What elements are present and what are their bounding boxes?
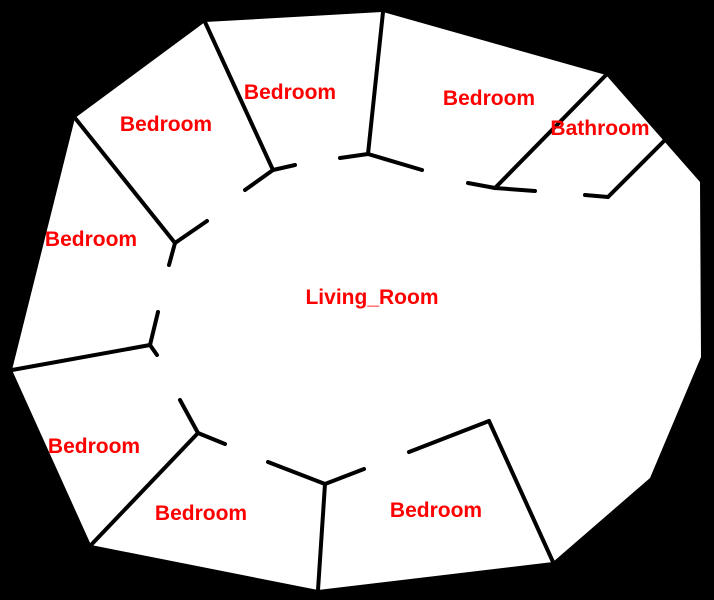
- wall: [338, 152, 370, 160]
- wall: [466, 181, 497, 190]
- room-labels: Bedroom Bedroom Bedroom Bathroom Bedroom…: [45, 81, 650, 525]
- wall: [167, 241, 177, 267]
- wall: [366, 152, 424, 172]
- wall: [493, 73, 608, 190]
- wall: [73, 116, 177, 245]
- room-label-bedroom-7: Bedroom: [390, 499, 482, 522]
- wall: [178, 398, 200, 435]
- room-label-bedroom-6: Bedroom: [155, 502, 247, 525]
- wall: [606, 138, 667, 199]
- room-label-bedroom-3: Bedroom: [443, 87, 535, 110]
- wall: [583, 193, 610, 199]
- wall: [266, 460, 327, 486]
- room-label-bathroom: Bathroom: [550, 117, 649, 140]
- wall: [243, 168, 275, 192]
- room-label-bedroom-2: Bedroom: [244, 81, 336, 104]
- wall: [10, 343, 152, 372]
- wall: [493, 186, 537, 193]
- room-label-living-room: Living_Room: [305, 286, 438, 309]
- wall: [89, 431, 200, 547]
- wall: [148, 343, 159, 357]
- wall: [316, 482, 327, 592]
- wall: [173, 219, 209, 245]
- wall: [323, 467, 366, 486]
- wall: [203, 20, 275, 172]
- interior-walls: [10, 10, 667, 592]
- wall: [271, 163, 297, 172]
- wall: [487, 419, 555, 564]
- wall: [407, 419, 491, 454]
- wall: [148, 310, 160, 347]
- wall: [366, 10, 385, 156]
- room-label-bedroom-1: Bedroom: [120, 113, 212, 136]
- room-label-bedroom-4: Bedroom: [45, 228, 137, 251]
- wall: [196, 431, 227, 446]
- room-label-bedroom-5: Bedroom: [48, 435, 140, 458]
